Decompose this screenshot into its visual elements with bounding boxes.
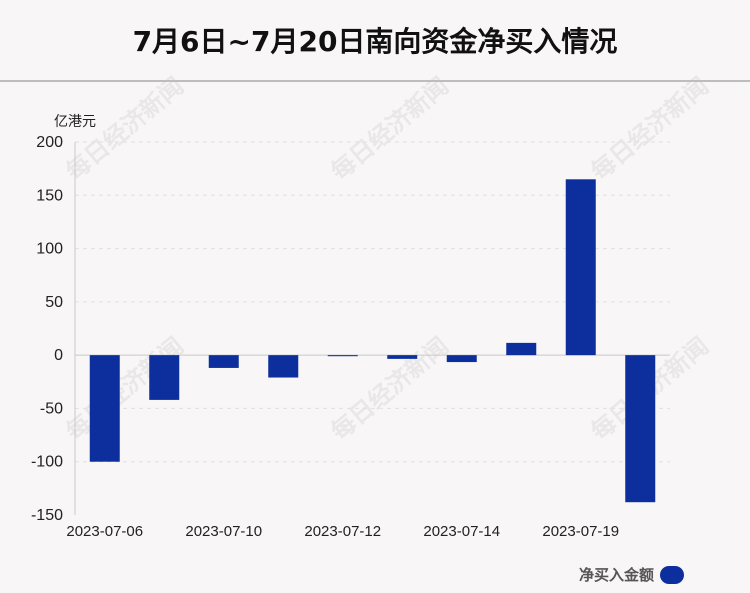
y-tick-label-0: 200: [36, 134, 63, 151]
y-tick-label-4: 0: [54, 347, 63, 364]
x-tick-label-3: 2023-07-14: [423, 523, 500, 540]
y-tick-label-3: 50: [45, 294, 63, 311]
legend-label: 净买入金额: [578, 566, 654, 584]
chart-title: 7月6日~7月20日南向资金净买入情况: [132, 25, 618, 58]
bars: [89, 179, 656, 503]
bar-7: [506, 342, 537, 356]
watermark-4: 每日经济新闻: [325, 331, 454, 446]
legend-swatch: [660, 565, 684, 584]
x-tick-label-0: 2023-07-06: [66, 523, 143, 540]
x-tick-label-4: 2023-07-19: [542, 523, 619, 540]
legend: 净买入金额: [579, 564, 684, 585]
watermark-1: 每日经济新闻: [325, 71, 454, 186]
y-tick-label-7: -150: [31, 507, 63, 524]
y-tick-label-2: 100: [36, 241, 63, 258]
x-tick-label-1: 2023-07-10: [185, 523, 262, 540]
bar-9: [625, 355, 656, 503]
y-tick-label-1: 150: [36, 187, 63, 204]
bar-0: [89, 355, 120, 462]
bar-2: [208, 355, 239, 368]
bar-6: [446, 355, 477, 363]
bar-5: [387, 355, 418, 359]
title-divider: [0, 80, 750, 82]
bar-3: [268, 355, 299, 378]
watermark-2: 每日经济新闻: [585, 71, 714, 186]
x-tick-label-2: 2023-07-12: [304, 523, 381, 540]
y-tick-label-6: -100: [31, 454, 63, 471]
x-axis-ticks: 2023-07-06 2023-07-10 2023-07-12 2023-07-14…: [66, 523, 619, 540]
bar-4: [327, 355, 358, 357]
watermark-0: 每日经济新闻: [60, 71, 189, 186]
y-tick-label-5: -50: [40, 400, 63, 417]
bar-1: [149, 355, 180, 400]
y-axis-ticks: 200 150 100 50 0 -50 -100 -150: [31, 134, 63, 524]
bar-8: [565, 179, 596, 356]
y-axis-unit-label: 亿港元: [54, 114, 96, 130]
